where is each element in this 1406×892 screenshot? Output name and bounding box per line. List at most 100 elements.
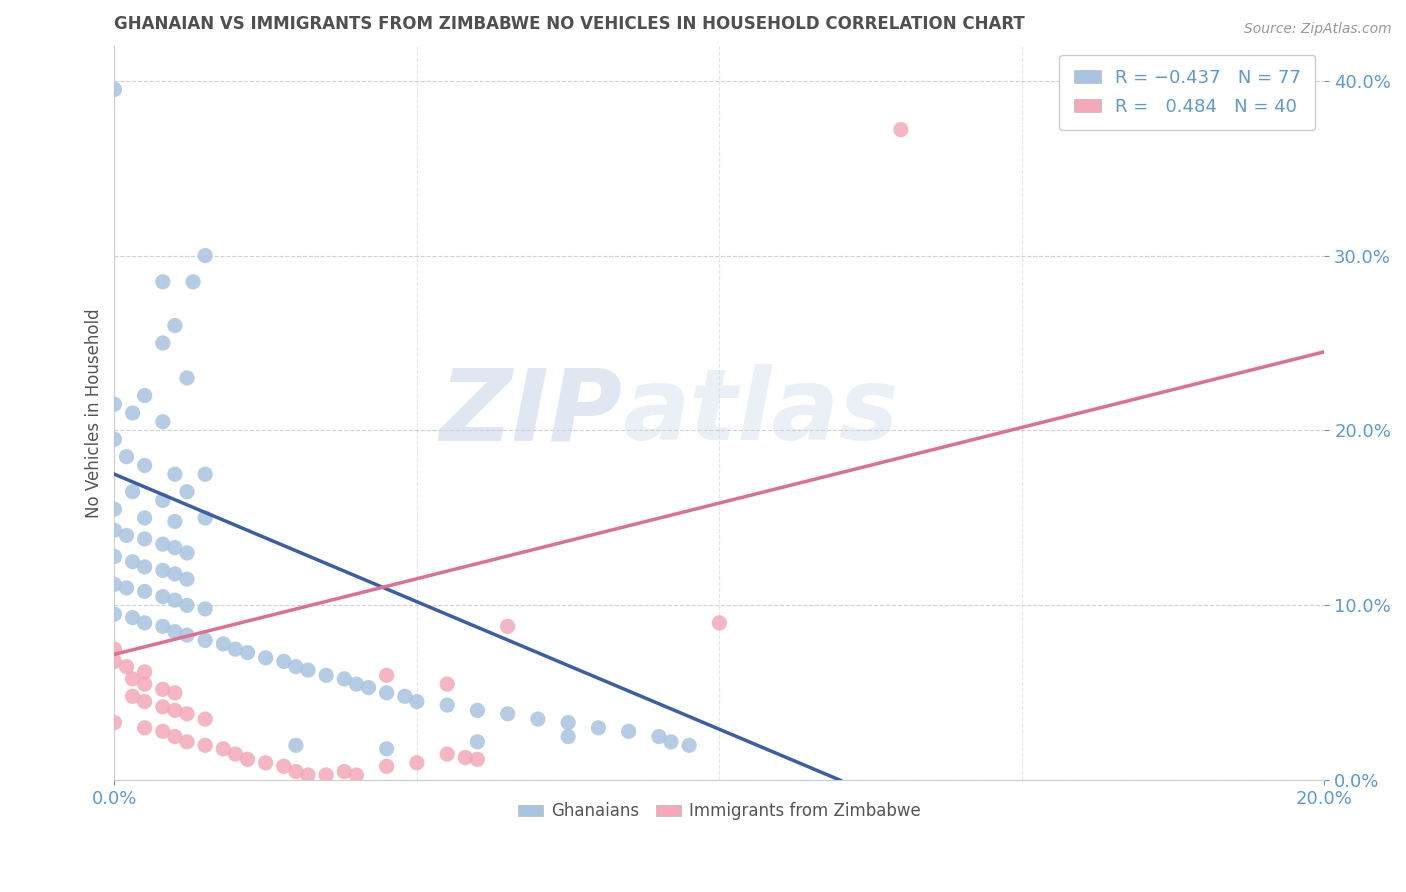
Point xyxy=(254,756,277,770)
Point xyxy=(709,615,731,630)
Point xyxy=(103,642,125,657)
Point xyxy=(103,607,125,621)
Point xyxy=(194,467,217,482)
Point xyxy=(467,735,489,749)
Point xyxy=(375,741,398,756)
Point xyxy=(176,546,198,560)
Point xyxy=(254,651,277,665)
Point xyxy=(163,686,186,700)
Point xyxy=(588,721,610,735)
Point xyxy=(224,642,246,657)
Point xyxy=(163,566,186,581)
Point xyxy=(103,715,125,730)
Point xyxy=(134,721,156,735)
Text: ZIP: ZIP xyxy=(440,365,623,461)
Point xyxy=(121,484,143,499)
Point xyxy=(176,599,198,613)
Point xyxy=(163,730,186,744)
Point xyxy=(284,764,307,779)
Point xyxy=(121,690,143,704)
Point xyxy=(194,739,217,753)
Point xyxy=(375,668,398,682)
Point xyxy=(333,672,356,686)
Point xyxy=(152,415,174,429)
Point xyxy=(134,665,156,679)
Point xyxy=(152,336,174,351)
Point xyxy=(890,122,912,136)
Point xyxy=(152,563,174,577)
Point xyxy=(163,593,186,607)
Point xyxy=(163,467,186,482)
Point xyxy=(678,739,700,753)
Point xyxy=(115,450,138,464)
Point xyxy=(436,747,458,761)
Point xyxy=(176,484,198,499)
Point xyxy=(496,706,519,721)
Point xyxy=(176,572,198,586)
Point xyxy=(333,764,356,779)
Point xyxy=(194,511,217,525)
Point xyxy=(103,397,125,411)
Point xyxy=(557,730,579,744)
Point xyxy=(163,515,186,529)
Point xyxy=(315,768,337,782)
Point xyxy=(297,663,319,677)
Point xyxy=(103,654,125,668)
Y-axis label: No Vehicles in Household: No Vehicles in Household xyxy=(86,308,103,517)
Point xyxy=(134,458,156,473)
Point xyxy=(103,549,125,564)
Point xyxy=(121,555,143,569)
Point xyxy=(121,672,143,686)
Point xyxy=(134,388,156,402)
Point xyxy=(648,730,671,744)
Point xyxy=(297,768,319,782)
Point xyxy=(115,659,138,673)
Point xyxy=(115,581,138,595)
Point xyxy=(176,735,198,749)
Point xyxy=(152,682,174,697)
Point xyxy=(557,715,579,730)
Point xyxy=(152,537,174,551)
Point xyxy=(315,668,337,682)
Point xyxy=(176,706,198,721)
Point xyxy=(163,703,186,717)
Point xyxy=(103,82,125,96)
Point xyxy=(284,739,307,753)
Point xyxy=(194,633,217,648)
Point xyxy=(152,724,174,739)
Point xyxy=(103,432,125,446)
Point xyxy=(163,541,186,555)
Point xyxy=(103,577,125,591)
Point xyxy=(134,695,156,709)
Point xyxy=(344,768,367,782)
Point xyxy=(152,699,174,714)
Text: GHANAIAN VS IMMIGRANTS FROM ZIMBABWE NO VEHICLES IN HOUSEHOLD CORRELATION CHART: GHANAIAN VS IMMIGRANTS FROM ZIMBABWE NO … xyxy=(114,15,1025,33)
Point xyxy=(406,756,429,770)
Point xyxy=(212,741,235,756)
Point xyxy=(181,275,204,289)
Point xyxy=(115,528,138,542)
Point xyxy=(236,752,259,766)
Point xyxy=(659,735,682,749)
Text: atlas: atlas xyxy=(623,365,898,461)
Point xyxy=(152,493,174,508)
Point xyxy=(152,590,174,604)
Point xyxy=(134,532,156,546)
Point xyxy=(103,523,125,537)
Point xyxy=(406,695,429,709)
Point xyxy=(375,686,398,700)
Point xyxy=(344,677,367,691)
Point xyxy=(617,724,640,739)
Point xyxy=(163,318,186,333)
Point xyxy=(152,275,174,289)
Legend: Ghanaians, Immigrants from Zimbabwe: Ghanaians, Immigrants from Zimbabwe xyxy=(512,796,928,827)
Point xyxy=(436,698,458,712)
Point xyxy=(194,712,217,726)
Point xyxy=(134,584,156,599)
Point xyxy=(212,637,235,651)
Point xyxy=(194,249,217,263)
Point xyxy=(273,759,295,773)
Point xyxy=(284,659,307,673)
Text: Source: ZipAtlas.com: Source: ZipAtlas.com xyxy=(1244,22,1392,37)
Point xyxy=(467,752,489,766)
